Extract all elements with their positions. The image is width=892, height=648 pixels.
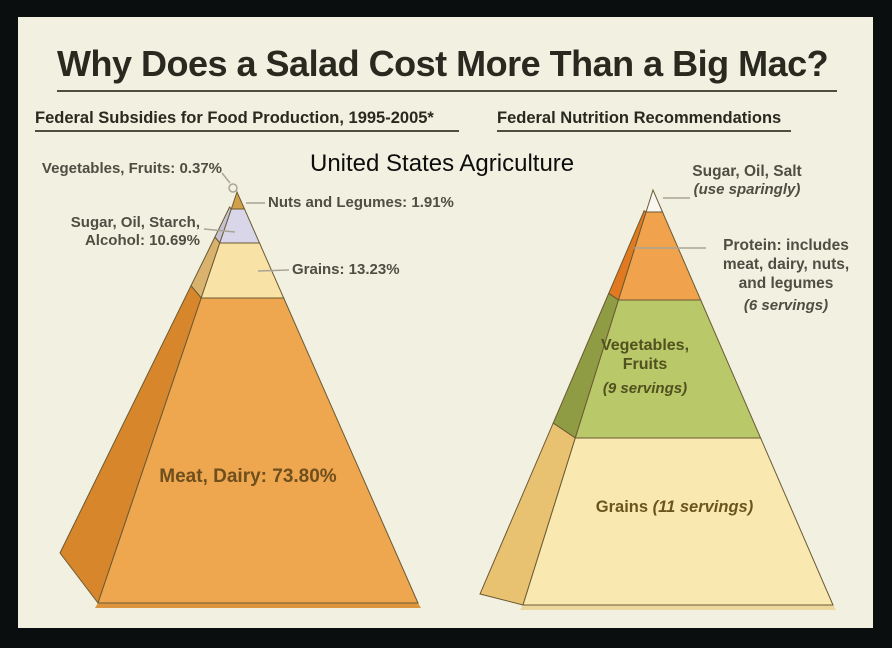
subtitle-subsidies-underline (35, 130, 459, 132)
label-use-sparingly: (use sparingly) (693, 181, 801, 198)
label-nuts-legumes: Nuts and Legumes: 1.91% (268, 194, 454, 211)
subtitle-subsidies: Federal Subsidies for Food Production, 1… (35, 109, 434, 127)
label-grains-servings: (11 servings) (652, 498, 754, 516)
subsidies-meat-front-face (97, 297, 419, 604)
label-meat-dairy: Meat, Dairy: 73.80% (159, 466, 337, 487)
subtitle-nutrition: Federal Nutrition Recommendations (497, 109, 782, 127)
nutrition-sugar-tip-face (645, 188, 664, 213)
label-veg-servings: (9 servings) (602, 380, 688, 397)
title-underline (57, 90, 837, 92)
nutrition-base-strip (520, 605, 836, 610)
leader-sugar-line (203, 228, 236, 233)
label-grains-subsidy: Grains: 13.23% (292, 261, 400, 278)
label-sugar-oil-starch: Sugar, Oil, Starch, Alcohol: 10.69% (70, 214, 200, 249)
label-grains-servings-block: Grains (11 servings) (572, 498, 777, 516)
label-veg-fruits-block: Vegetables, Fruits (9 servings) (585, 336, 705, 398)
watermark-caption: United States Agriculture (310, 150, 575, 177)
leader-grains-line (257, 269, 290, 272)
label-sugar-oil-salt-block: Sugar, Oil, Salt (use sparingly) (682, 163, 812, 199)
subsidies-nuts-tip-face (230, 190, 246, 210)
subsidies-base-strip (95, 603, 421, 608)
subtitle-nutrition-underline (497, 130, 791, 132)
label-protein: Protein: includes meat, dairy, nuts, and… (722, 237, 850, 292)
label-veg-fruits: Vegetables, Fruits (600, 337, 690, 373)
page-title: Why Does a Salad Cost More Than a Big Ma… (57, 43, 829, 84)
label-grains-nutrition: Grains (595, 498, 649, 516)
leader-vegetables-line (221, 172, 231, 184)
label-protein-block: Protein: includes meat, dairy, nuts, and… (706, 236, 866, 315)
nutrition-grains-front-face (522, 437, 834, 606)
label-protein-servings: (6 servings) (743, 297, 829, 314)
label-vegetables-fruits: Vegetables, Fruits: 0.37% (41, 160, 222, 177)
apex-marker-circle (228, 183, 238, 193)
label-sugar-oil-salt: Sugar, Oil, Salt (692, 163, 802, 180)
